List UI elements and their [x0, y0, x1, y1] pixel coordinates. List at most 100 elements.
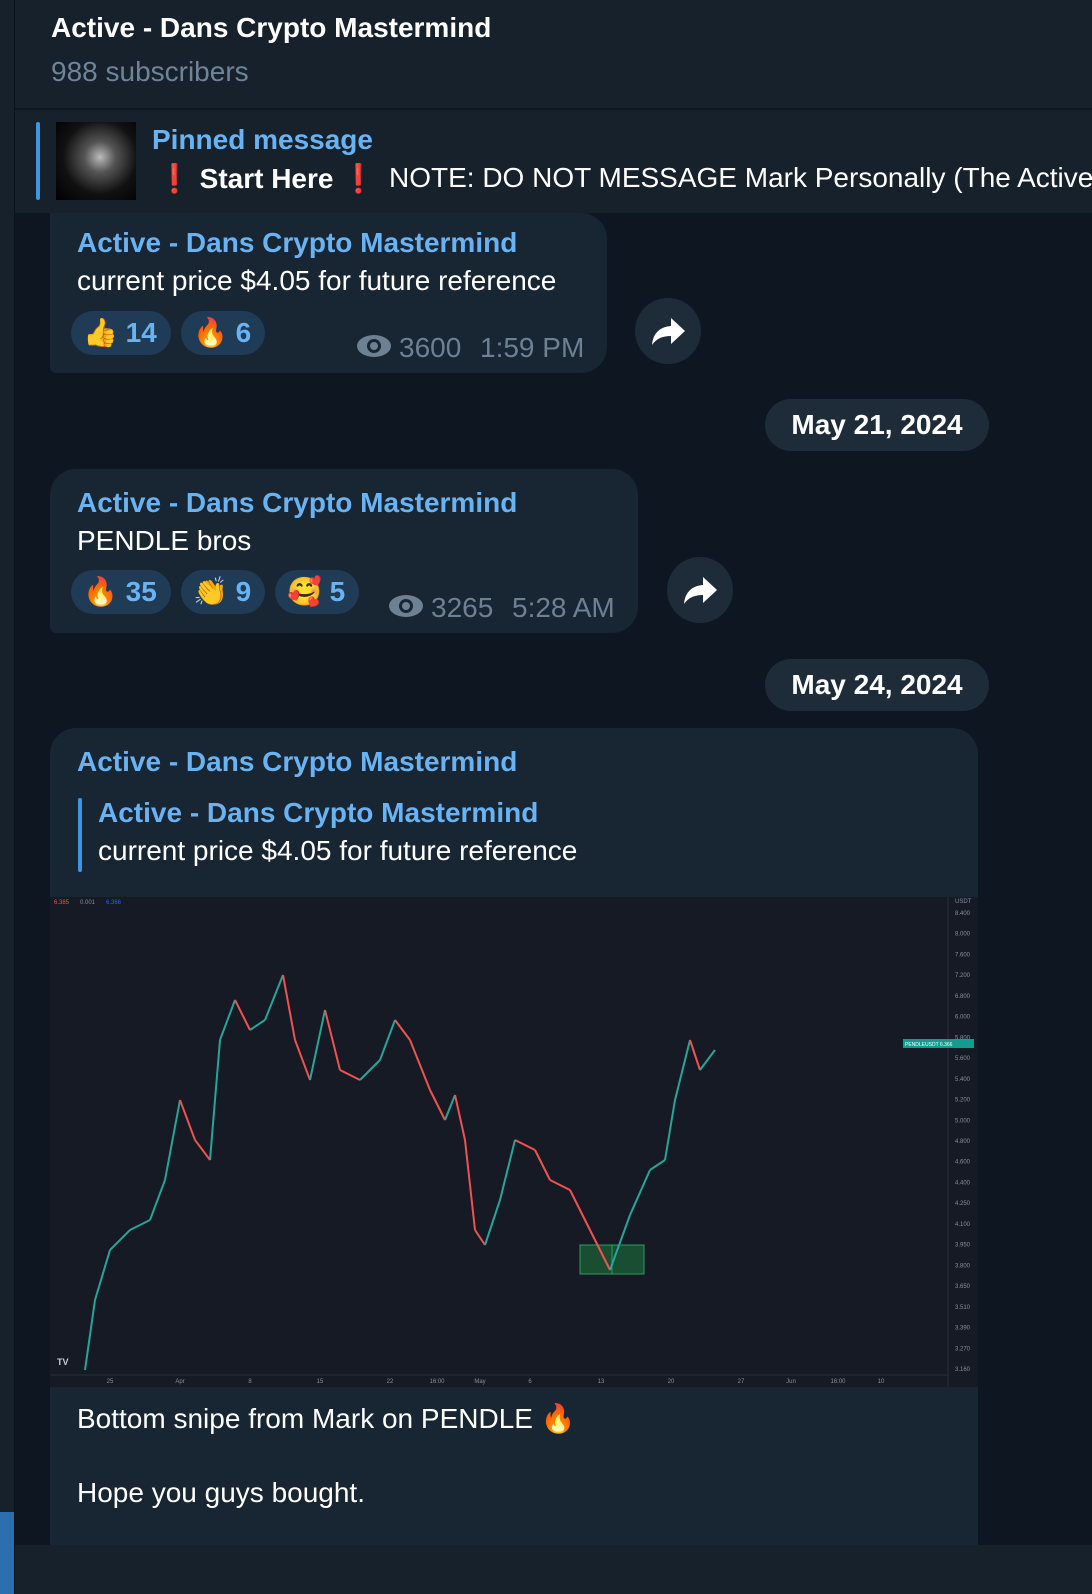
- reaction-count: 14: [125, 317, 157, 348]
- view-count: 3265: [431, 592, 494, 623]
- date-separator: May 24, 2024: [765, 659, 989, 711]
- price-segment: [474, 1229, 486, 1246]
- price-segment: [674, 1039, 691, 1101]
- currency-label: USDT: [955, 899, 972, 905]
- message-bubble: Active - Dans Crypto Mastermind current …: [50, 213, 607, 373]
- pinned-label: Pinned message: [152, 124, 373, 155]
- price-axis-label: 4.400: [955, 1180, 971, 1186]
- chart-image[interactable]: TV 8.400 8.000 7.600 7.200 6.800 6.000 5.800 5.…: [50, 897, 978, 1387]
- price-axis-label: 3.650: [955, 1284, 971, 1290]
- price-axis-label: 8.000: [955, 932, 971, 938]
- time-axis-label: Jun: [786, 1379, 796, 1385]
- views-icon: [389, 595, 423, 617]
- message-time: 1:59 PM: [480, 332, 585, 363]
- price-segment: [534, 1149, 551, 1181]
- price-segment: [394, 1019, 411, 1041]
- price-segment: [249, 1019, 266, 1031]
- tv-logo: TV: [57, 1357, 69, 1367]
- price-axis-label: 3.160: [955, 1367, 971, 1373]
- price-segment: [609, 1214, 631, 1271]
- price-segment: [219, 999, 236, 1041]
- time-axis-label: 15: [317, 1379, 324, 1385]
- price-segment: [309, 1009, 326, 1081]
- price-axis-label: 5.400: [955, 1077, 971, 1083]
- time-axis-label: 16:00: [830, 1379, 846, 1385]
- price-segment: [664, 1099, 676, 1161]
- reaction-emoji: 🥰: [287, 576, 322, 607]
- message-text: PENDLE bros: [77, 525, 252, 556]
- price-segment: [282, 974, 296, 1041]
- reply-text: current price $4.05 for future reference: [98, 835, 578, 866]
- time-axis-label: 10: [878, 1379, 885, 1385]
- time-axis-label: May: [474, 1379, 485, 1385]
- price-axis-label: 3.950: [955, 1243, 971, 1249]
- price-axis-label: 5.600: [955, 1056, 971, 1062]
- price-axis-label: 4.100: [955, 1222, 971, 1228]
- forward-button[interactable]: [667, 557, 733, 623]
- reaction-count: 6: [235, 317, 252, 348]
- price-segment: [649, 1159, 666, 1171]
- price-segment: [549, 1179, 571, 1191]
- time-axis-label: 16:00: [429, 1379, 445, 1385]
- price-segment: [444, 1094, 456, 1121]
- reaction[interactable]: 🔥 35: [71, 570, 171, 614]
- pinned-bar[interactable]: Pinned message ❗ Start Here ❗ NOTE: DO N…: [15, 110, 1092, 213]
- reaction-emoji: 👍: [83, 317, 118, 348]
- forward-button[interactable]: [635, 298, 701, 364]
- forward-icon: [684, 577, 717, 604]
- time-axis-label: 27: [738, 1379, 745, 1385]
- price-segment: [294, 1039, 311, 1081]
- price-axis-label: 3.800: [955, 1263, 971, 1269]
- channel-title: Active - Dans Crypto Mastermind: [51, 12, 492, 43]
- time-axis-label: 6: [528, 1379, 532, 1385]
- price-segment: [339, 1069, 361, 1081]
- price-axis-label: 4.600: [955, 1160, 971, 1166]
- message-text: current price $4.05 for future reference: [77, 265, 557, 296]
- sender-name[interactable]: Active - Dans Crypto Mastermind: [77, 746, 518, 777]
- reaction-count: 9: [235, 576, 252, 607]
- reply-sender[interactable]: Active - Dans Crypto Mastermind: [98, 797, 539, 828]
- reaction[interactable]: 👏 9: [181, 570, 266, 614]
- reaction-count: 5: [329, 576, 346, 607]
- price-segment: [464, 1139, 476, 1231]
- price-segment: [129, 1219, 151, 1231]
- reaction-emoji: 🔥: [83, 576, 118, 607]
- reaction[interactable]: 👍 14: [71, 311, 171, 355]
- price-axis-label: 5.200: [955, 1098, 971, 1104]
- price-segment: [209, 1039, 221, 1161]
- reaction-emoji: 👏: [193, 576, 228, 607]
- price-segment: [689, 1039, 701, 1071]
- price-segment: [234, 999, 251, 1031]
- sidebar-edge: [0, 0, 15, 1594]
- price-axis-label: 6.000: [955, 1015, 971, 1021]
- composer-bar[interactable]: [15, 1545, 1092, 1594]
- pinned-text: NOTE: DO NOT MESSAGE Mark Personally (Th…: [389, 162, 1092, 193]
- price-axis-label: 5.000: [955, 1118, 971, 1124]
- time-axis-label: 20: [668, 1379, 675, 1385]
- sender-name[interactable]: Active - Dans Crypto Mastermind: [77, 487, 518, 518]
- reaction-emoji: 🔥: [193, 317, 228, 348]
- price-segment: [194, 1139, 211, 1161]
- time-axis-label: 25: [107, 1379, 114, 1385]
- price-axis-label: 5.800: [955, 1035, 971, 1041]
- chart-legend-value: 0.001: [80, 900, 96, 906]
- time-axis-label: 22: [387, 1379, 394, 1385]
- sidebar-indicator: [0, 1512, 14, 1594]
- message-bubble: Active - Dans Crypto Mastermind Active -…: [50, 728, 978, 1545]
- price-axis-label: 7.200: [955, 973, 971, 979]
- price-tag: PENDLEUSDT 6.366: [905, 1042, 953, 1048]
- chart-legend-value: 6.366: [106, 900, 122, 906]
- message-time: 5:28 AM: [512, 592, 615, 623]
- sender-name[interactable]: Active - Dans Crypto Mastermind: [77, 227, 518, 258]
- reaction[interactable]: 🔥 6: [181, 311, 266, 355]
- price-segment: [264, 974, 284, 1021]
- price-axis-label: 8.400: [955, 911, 971, 917]
- message-bubble: Active - Dans Crypto Mastermind PENDLE b…: [50, 469, 638, 633]
- price-segment: [569, 1189, 591, 1231]
- reaction[interactable]: 🥰 5: [275, 570, 360, 614]
- view-count: 3600: [399, 332, 462, 363]
- channel-header[interactable]: Active - Dans Crypto Mastermind 988 subs…: [15, 0, 1092, 108]
- time-axis-label: Apr: [175, 1379, 184, 1385]
- price-segment: [164, 1099, 181, 1181]
